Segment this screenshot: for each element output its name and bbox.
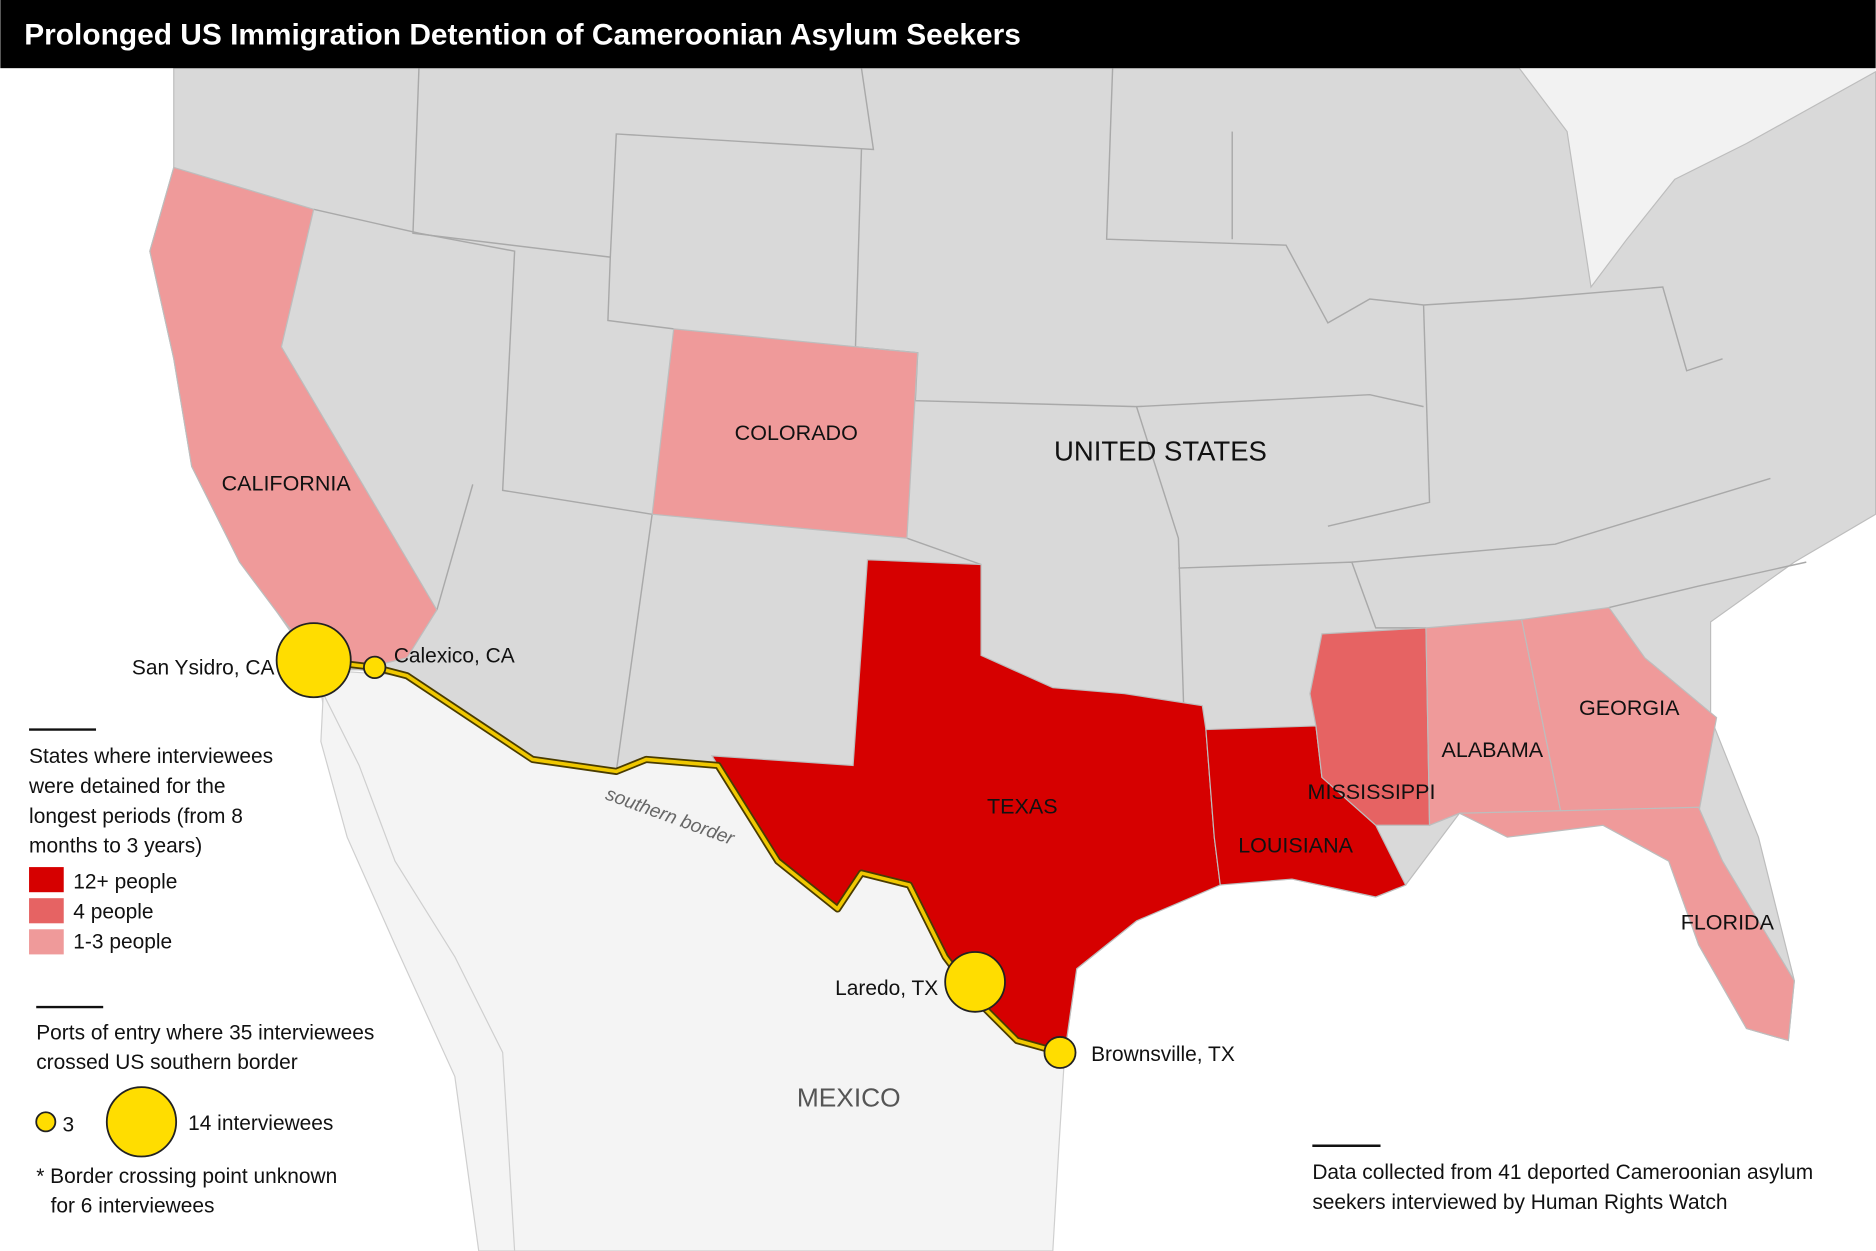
legend-label-medium: 4 people bbox=[73, 901, 153, 924]
label-mississippi: MISSISSIPPI bbox=[1308, 780, 1436, 804]
port-label-laredo: Laredo, TX bbox=[835, 977, 938, 1000]
legend-swatch-medium bbox=[29, 898, 64, 924]
title-bar bbox=[0, 0, 1876, 69]
map-title: Prolonged US Immigration Detention of Ca… bbox=[24, 18, 1021, 51]
legend-circle-large bbox=[105, 1086, 178, 1158]
canada-land bbox=[1519, 68, 1876, 288]
label-texas: TEXAS bbox=[987, 794, 1058, 818]
legend-states-heading-line: were detained for the bbox=[28, 775, 225, 798]
source-note: Data collected from 41 deported Cameroon… bbox=[1312, 1144, 1813, 1214]
port-circle-laredo bbox=[944, 951, 1006, 1013]
label-florida: FLORIDA bbox=[1681, 910, 1775, 934]
label-colorado: COLORADO bbox=[735, 421, 858, 445]
label-louisiana: LOUISIANA bbox=[1238, 834, 1353, 858]
legend-ports: Ports of entry where 35 interviewees cro… bbox=[35, 1005, 374, 1218]
source-line: seekers interviewed by Human Rights Watc… bbox=[1312, 1191, 1727, 1214]
label-united-states: UNITED STATES bbox=[1054, 435, 1267, 466]
state-colorado bbox=[651, 328, 919, 539]
legend-swatch-low bbox=[29, 929, 64, 955]
port-label-san-ysidro: San Ysidro, CA bbox=[132, 657, 275, 680]
port-circle-brownsville bbox=[1043, 1036, 1077, 1069]
legend-footnote-line: * Border crossing point unknown bbox=[36, 1165, 337, 1188]
legend-states-heading-line: States where interviewees bbox=[29, 745, 273, 768]
legend-label-low: 1-3 people bbox=[73, 930, 172, 953]
label-california: CALIFORNIA bbox=[222, 471, 352, 495]
state-florida bbox=[1459, 806, 1795, 1042]
label-georgia: GEORGIA bbox=[1579, 696, 1680, 720]
label-mexico: MEXICO bbox=[797, 1082, 901, 1112]
legend-swatch-high bbox=[29, 867, 64, 893]
port-label-brownsville: Brownsville, TX bbox=[1091, 1043, 1235, 1066]
baja-peninsula bbox=[320, 691, 516, 1251]
port-circle-san-ysidro bbox=[275, 622, 352, 699]
legend-ports-heading-line: crossed US southern border bbox=[36, 1051, 297, 1074]
legend-size-small: 3 bbox=[63, 1113, 75, 1136]
legend-states-heading-line: longest periods (from 8 bbox=[29, 805, 243, 828]
port-label-calexico: Calexico, CA bbox=[394, 645, 515, 668]
legend-footnote-line: for 6 interviewees bbox=[51, 1195, 215, 1218]
legend-circle-small bbox=[35, 1111, 57, 1133]
legend-states-heading-line: months to 3 years) bbox=[29, 835, 202, 858]
legend-ports-heading-line: Ports of entry where 35 interviewees bbox=[36, 1021, 374, 1044]
source-line: Data collected from 41 deported Cameroon… bbox=[1312, 1161, 1813, 1184]
legend-states: States where interviewees were detained … bbox=[28, 728, 273, 955]
legend-label-high: 12+ people bbox=[73, 871, 177, 894]
port-circle-calexico bbox=[363, 655, 387, 680]
legend-size-large: 14 interviewees bbox=[188, 1112, 333, 1135]
label-alabama: ALABAMA bbox=[1442, 738, 1544, 762]
